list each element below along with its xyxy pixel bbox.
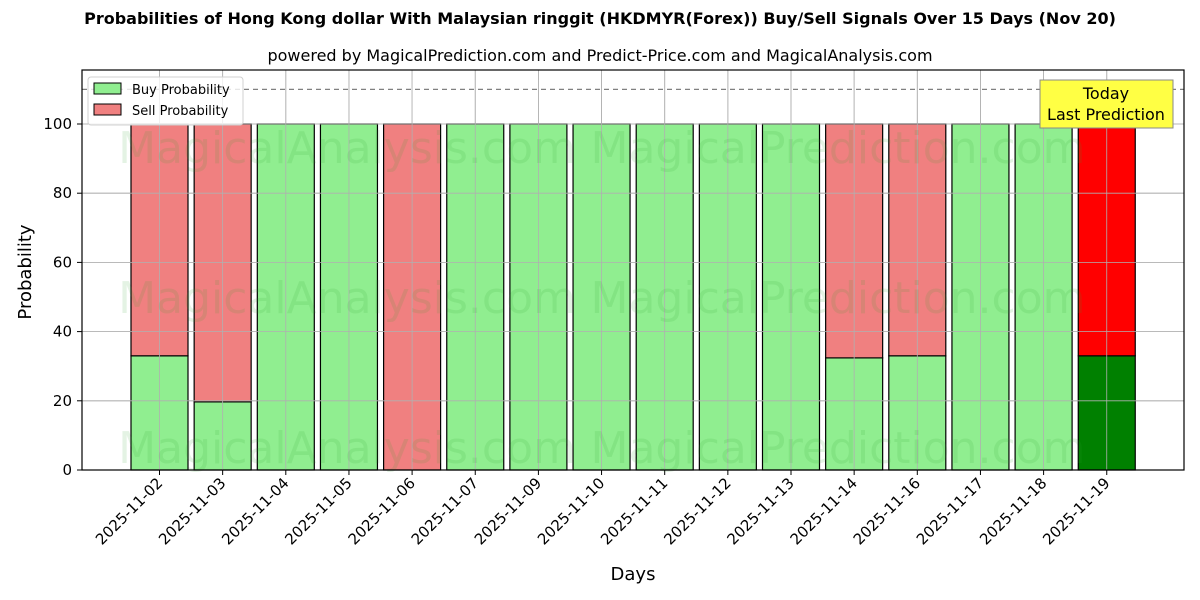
x-axis-label: Days [611, 564, 656, 585]
watermarks: MagicalAnalysis.com MagicalAnalysis.com Ma… [118, 123, 1085, 474]
y-tick-label: 60 [53, 253, 72, 271]
x-tick-label: 2025-11-05 [281, 474, 355, 548]
x-tick-label: 2025-11-19 [1039, 474, 1113, 548]
svg-text:MagicalPrediction.com: MagicalPrediction.com [591, 423, 1086, 474]
svg-text:MagicalPrediction.com: MagicalPrediction.com [591, 273, 1086, 324]
legend-buy-swatch [93, 82, 122, 95]
x-tick-label: 2025-11-04 [218, 474, 292, 548]
chart-title: Probabilities of Hong Kong dollar With M… [84, 9, 1116, 28]
svg-text:MagicalPrediction.com: MagicalPrediction.com [591, 123, 1086, 174]
x-tick-label: 2025-11-16 [850, 474, 924, 548]
y-axis-label: Probability [15, 224, 36, 319]
y-axis: 0 20 40 60 80 100 [43, 115, 82, 479]
x-tick-label: 2025-11-03 [155, 474, 229, 548]
x-tick-label: 2025-11-06 [345, 474, 419, 548]
x-tick-label: 2025-11-02 [92, 474, 166, 548]
y-tick-label: 0 [62, 461, 72, 479]
legend-sell-label: Sell Probability [132, 104, 229, 119]
x-axis: 2025-11-022025-11-032025-11-042025-11-05… [92, 470, 1114, 548]
x-tick-label: 2025-11-14 [787, 474, 861, 548]
today-annotation: Today Last Prediction [1039, 79, 1174, 129]
svg-text:MagicalAnalysis.com: MagicalAnalysis.com [118, 123, 576, 174]
x-tick-label: 2025-11-10 [534, 474, 608, 548]
legend: Buy Probability Sell Probability [87, 76, 244, 126]
chart-subtitle: powered by MagicalPrediction.com and Pre… [267, 46, 933, 65]
svg-text:MagicalAnalysis.com: MagicalAnalysis.com [118, 273, 576, 324]
annotation-line1: Today [1082, 84, 1129, 103]
x-tick-label: 2025-11-17 [913, 474, 987, 548]
annotation-line2: Last Prediction [1047, 105, 1165, 124]
x-tick-label: 2025-11-07 [408, 474, 482, 548]
plot-frame [81, 69, 1185, 471]
legend-buy-label: Buy Probability [132, 83, 230, 98]
x-tick-label: 2025-11-13 [723, 474, 797, 548]
legend-sell-swatch [93, 103, 122, 116]
grid-lines [82, 70, 1184, 471]
x-tick-label: 2025-11-11 [597, 474, 671, 548]
svg-text:MagicalAnalysis.com: MagicalAnalysis.com [118, 423, 576, 474]
y-tick-label: 100 [43, 115, 72, 133]
x-tick-label: 2025-11-09 [471, 474, 545, 548]
y-tick-label: 80 [53, 184, 72, 202]
x-tick-label: 2025-11-18 [976, 474, 1050, 548]
y-tick-label: 20 [53, 392, 72, 410]
x-tick-label: 2025-11-12 [660, 474, 734, 548]
y-tick-label: 40 [53, 323, 72, 341]
